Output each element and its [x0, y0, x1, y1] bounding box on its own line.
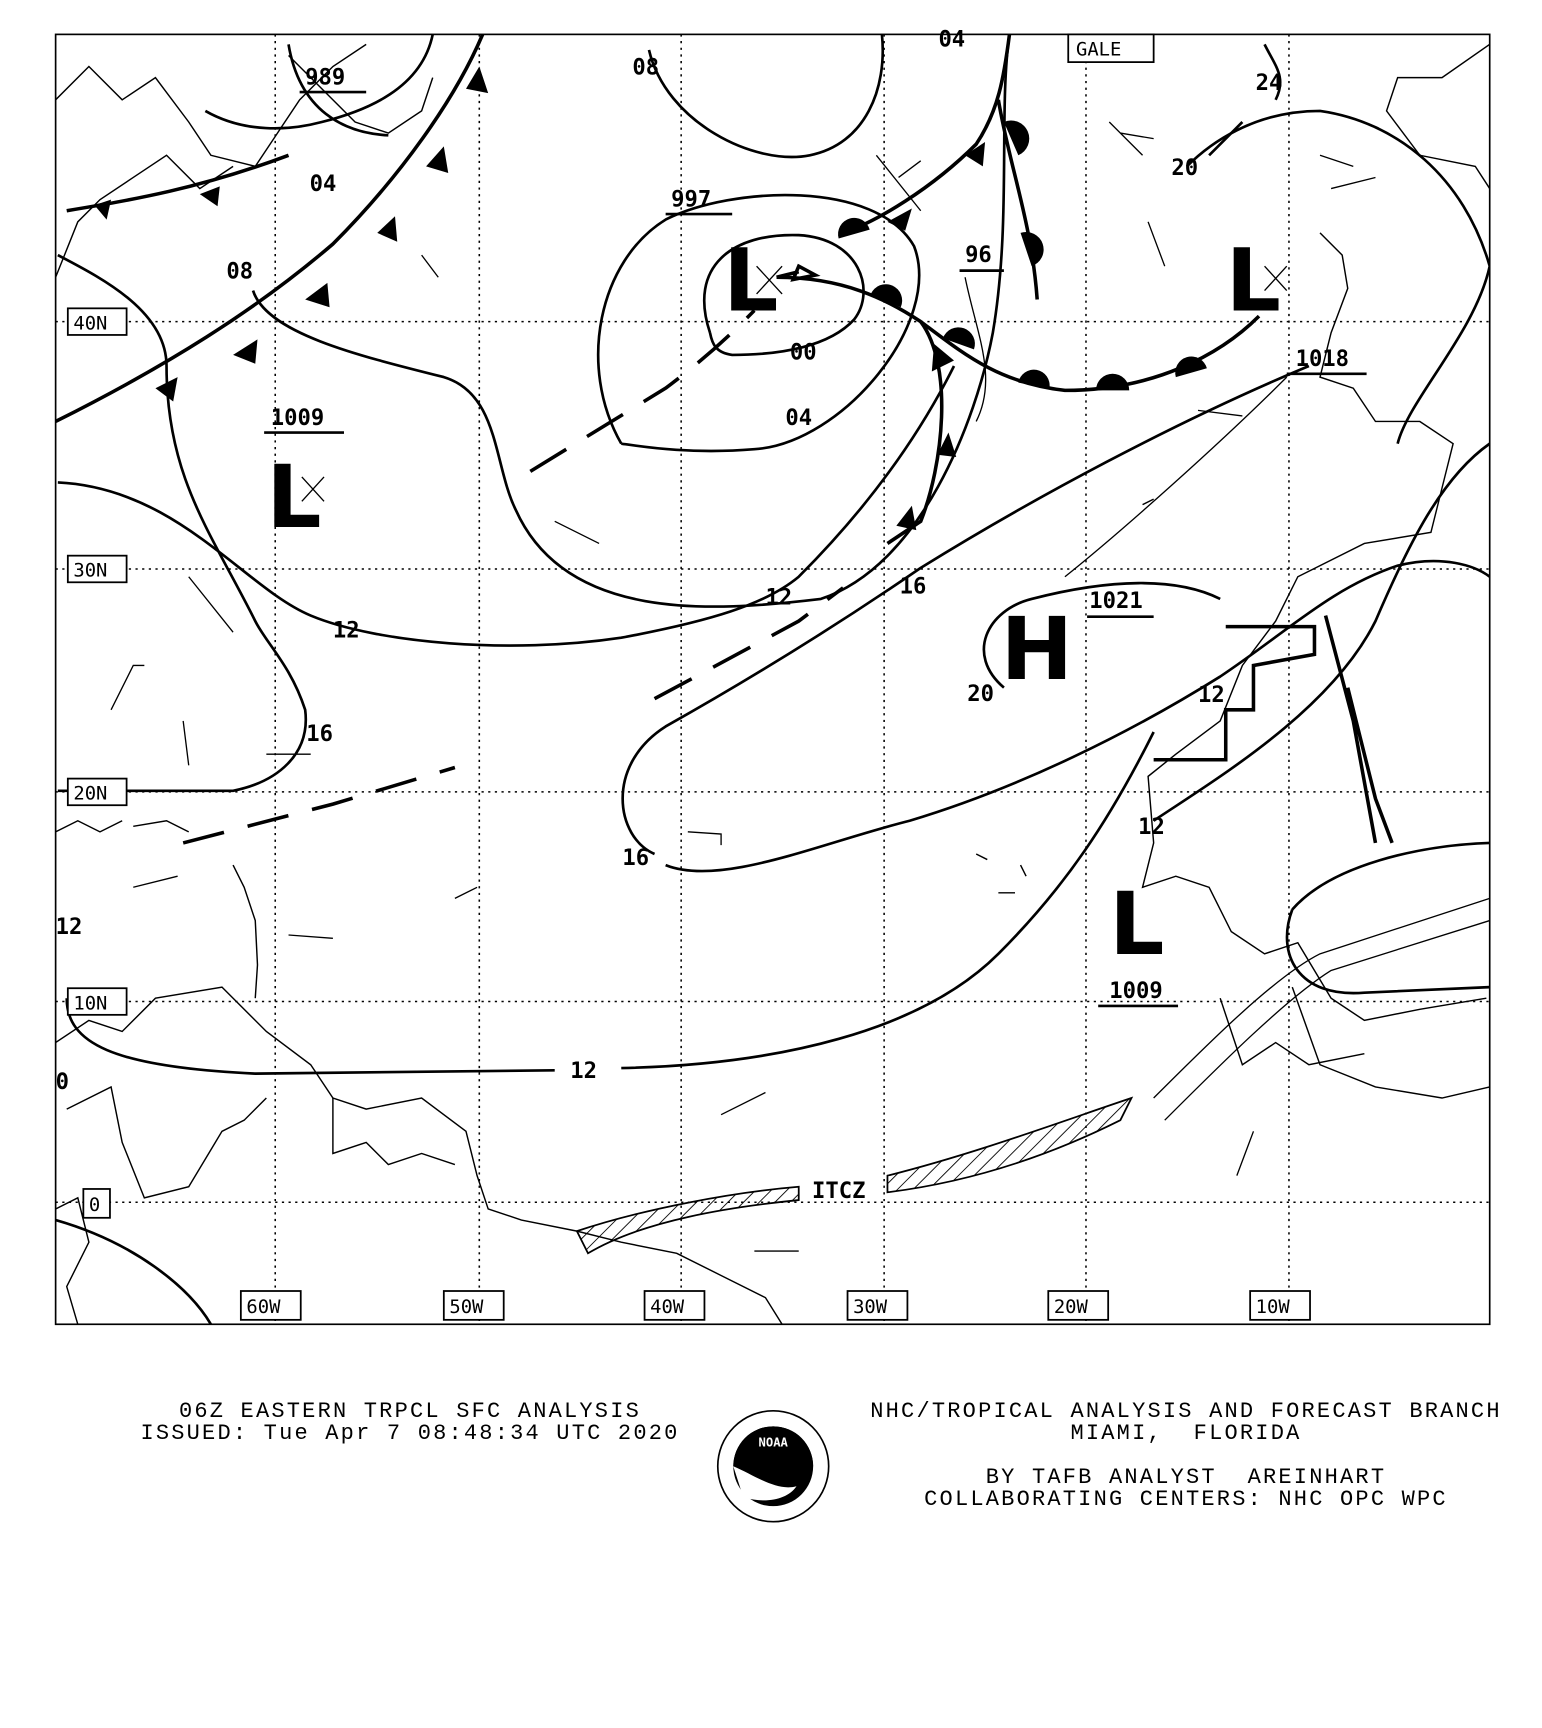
low-pressure-center: L 1009: [264, 405, 344, 548]
lat-label: 40N: [73, 313, 107, 334]
svg-text:L: L: [1226, 232, 1281, 332]
isobar-label: 00: [790, 339, 817, 365]
center-pressure: 1021: [1089, 588, 1142, 614]
isobar-label: 16: [306, 721, 333, 747]
itcz: ITCZ: [575, 897, 1490, 1255]
isobar-label: 04: [785, 405, 812, 431]
cold-front-triangles-2: [887, 141, 986, 531]
isobar-label: 12: [56, 914, 83, 940]
analyst-credit: BY TAFB ANALYST AREINHART: [985, 1465, 1387, 1490]
longitude-labels: 60W 50W 40W 30W 20W 10W: [239, 1290, 1311, 1321]
branch-name: NHC/TROPICAL ANALYSIS AND FORECAST BRANC…: [870, 1399, 1502, 1424]
isobar-label: 04: [938, 27, 965, 53]
high-pressure-center: H 1021: [1001, 588, 1154, 700]
isobar-label: 12: [765, 584, 792, 610]
isobar-label: 20: [967, 681, 994, 707]
lon-label: 20W: [1054, 1297, 1089, 1318]
low-pressure-center: L 1018: [1226, 232, 1367, 376]
svg-text:H: H: [1001, 600, 1073, 700]
collaborating-centers: COLLABORATING CENTERS: NHC OPC WPC: [924, 1487, 1448, 1512]
lon-label: 10W: [1256, 1297, 1291, 1318]
lat-label: 0: [89, 1195, 100, 1216]
fronts: [55, 34, 1394, 845]
warm-front-semicircles: [838, 120, 1207, 391]
center-pressure: 1009: [1109, 978, 1162, 1004]
center-x-marks: [301, 265, 1288, 502]
center-pressure: 1009: [271, 405, 324, 431]
isobar-label: 96: [965, 242, 992, 268]
itcz-label: ITCZ: [812, 1178, 865, 1204]
coastlines: [55, 43, 1490, 1325]
lon-label: 40W: [650, 1297, 685, 1318]
cold-front-triangles: [94, 66, 489, 402]
isobar-label: 04: [310, 171, 337, 197]
issued-time: ISSUED: Tue Apr 7 08:48:34 UTC 2020: [140, 1421, 680, 1446]
low-pressure-center: L 1009: [1098, 875, 1179, 1008]
isobar-label: 12: [570, 1058, 597, 1084]
isobar-label: 0: [56, 1069, 69, 1095]
svg-text:L: L: [723, 232, 778, 332]
svg-text:L: L: [1109, 875, 1164, 975]
noaa-logo-text: NOAA: [759, 1435, 789, 1449]
branch-location: MIAMI, FLORIDA: [1070, 1421, 1302, 1446]
low-pressure-center: 989: [299, 64, 367, 94]
gale-warning-label: GALE: [1076, 39, 1121, 60]
center-pressure: 989: [305, 64, 345, 90]
isobar-labels: 08 04 08 04 00 04 12 12 16 16 12 16 12 1…: [56, 27, 1283, 1096]
map-frame: [54, 33, 1491, 1326]
pressure-centers: L 997 L 1009 L 1018 H 1021 L 1009 989: [264, 64, 1367, 1008]
isobar-label: 08: [226, 258, 253, 284]
lon-label: 60W: [246, 1297, 281, 1318]
isobar-label: 16: [622, 845, 649, 871]
svg-text:L: L: [266, 448, 321, 548]
lat-label: 30N: [73, 561, 107, 582]
isobar-label: 12: [1198, 682, 1225, 708]
lon-label: 50W: [449, 1297, 484, 1318]
lon-label: 30W: [853, 1297, 888, 1318]
low-pressure-center: L 997: [665, 186, 778, 332]
lat-label: 20N: [73, 784, 107, 805]
lat-label: 10N: [73, 993, 107, 1014]
latitude-labels: 40N 30N 20N 10N 0: [66, 307, 128, 1219]
isobars: [55, 34, 1490, 1325]
noaa-logo: NOAA: [716, 1409, 830, 1523]
isobar-label: 24: [1256, 70, 1283, 96]
isobar-label: 16: [900, 573, 927, 599]
product-title: 06Z EASTERN TRPCL SFC ANALYSIS: [178, 1399, 642, 1424]
isobar-label: 12: [333, 618, 360, 644]
isobar-label: 12: [1138, 814, 1165, 840]
isobar-label: 20: [1171, 155, 1198, 181]
isobar-label: 08: [632, 54, 659, 80]
center-pressure: 997: [671, 186, 711, 212]
wind-barbs: [110, 121, 1376, 1252]
lat-lon-grid: [55, 34, 1490, 1325]
center-pressure: 1018: [1296, 346, 1349, 372]
